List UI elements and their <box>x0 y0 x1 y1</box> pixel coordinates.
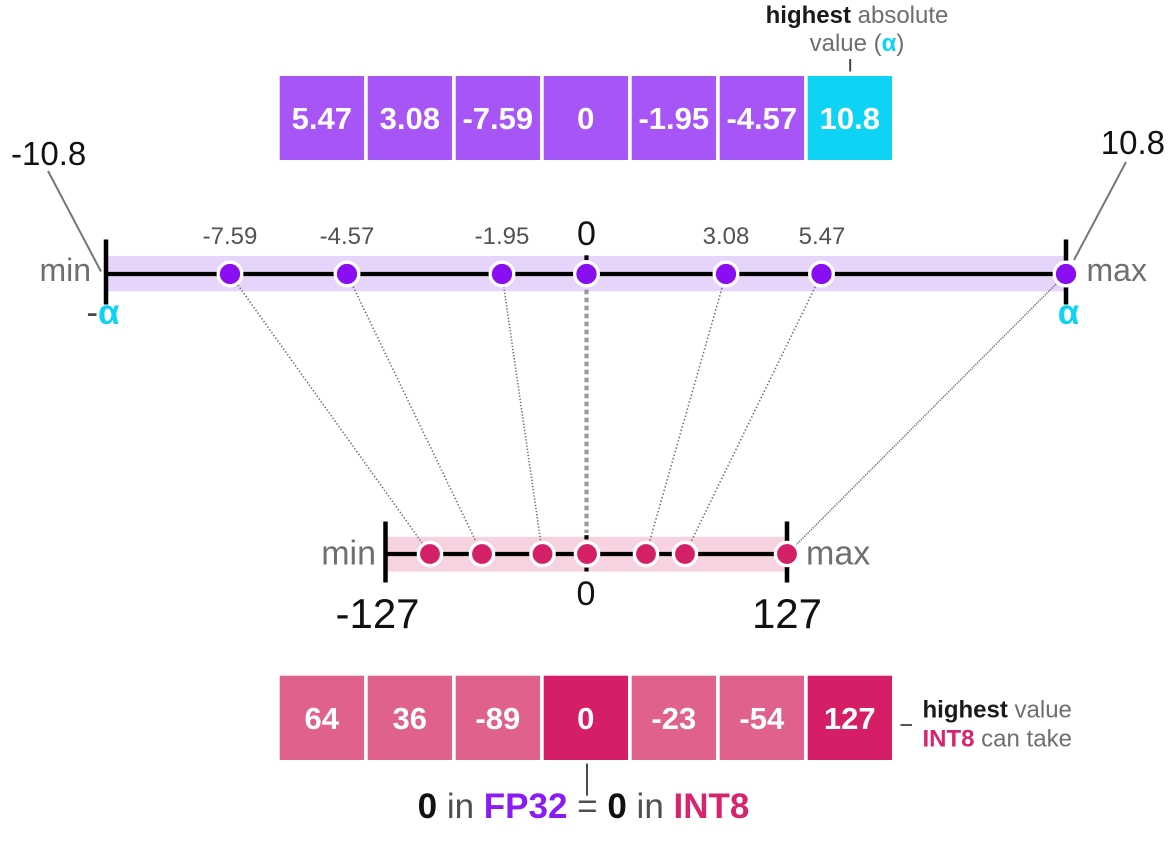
svg-text:127: 127 <box>824 701 876 736</box>
svg-text:127: 127 <box>752 590 822 637</box>
svg-text:64: 64 <box>305 701 340 736</box>
svg-text:highest value: highest value <box>923 697 1072 724</box>
svg-text:-7.59: -7.59 <box>203 223 258 250</box>
svg-text:-7.59: -7.59 <box>462 101 533 136</box>
svg-text:0: 0 <box>577 575 596 613</box>
svg-text:-1.95: -1.95 <box>475 223 530 250</box>
svg-text:10.8: 10.8 <box>820 101 880 136</box>
svg-text:-α: -α <box>86 293 120 332</box>
svg-text:-23: -23 <box>651 701 696 736</box>
svg-text:3.08: 3.08 <box>380 101 440 136</box>
svg-text:INT8 can take: INT8 can take <box>923 726 1072 753</box>
svg-text:0: 0 <box>577 215 596 253</box>
svg-text:-54: -54 <box>739 701 785 736</box>
svg-text:-1.95: -1.95 <box>638 101 709 136</box>
svg-text:0: 0 <box>577 701 594 736</box>
svg-text:min: min <box>321 535 376 573</box>
svg-text:0 in FP32 = 0 in INT8: 0 in FP32 = 0 in INT8 <box>418 787 750 826</box>
svg-text:-89: -89 <box>475 701 520 736</box>
svg-text:-10.8: -10.8 <box>11 135 86 172</box>
svg-text:10.8: 10.8 <box>1101 124 1165 161</box>
svg-text:-127: -127 <box>335 590 419 637</box>
svg-text:max: max <box>1087 252 1147 288</box>
svg-text:max: max <box>806 535 870 573</box>
svg-text:-4.57: -4.57 <box>320 223 375 250</box>
svg-text:5.47: 5.47 <box>799 223 846 250</box>
svg-text:highest absolute: highest absolute <box>766 2 949 29</box>
svg-text:-4.57: -4.57 <box>726 101 797 136</box>
svg-text:36: 36 <box>393 701 427 736</box>
svg-text:α: α <box>1058 293 1080 332</box>
svg-text:value (α): value (α) <box>810 30 905 57</box>
svg-text:min: min <box>39 252 91 288</box>
svg-text:3.08: 3.08 <box>703 223 750 250</box>
svg-text:0: 0 <box>577 101 594 136</box>
svg-text:5.47: 5.47 <box>292 101 352 136</box>
